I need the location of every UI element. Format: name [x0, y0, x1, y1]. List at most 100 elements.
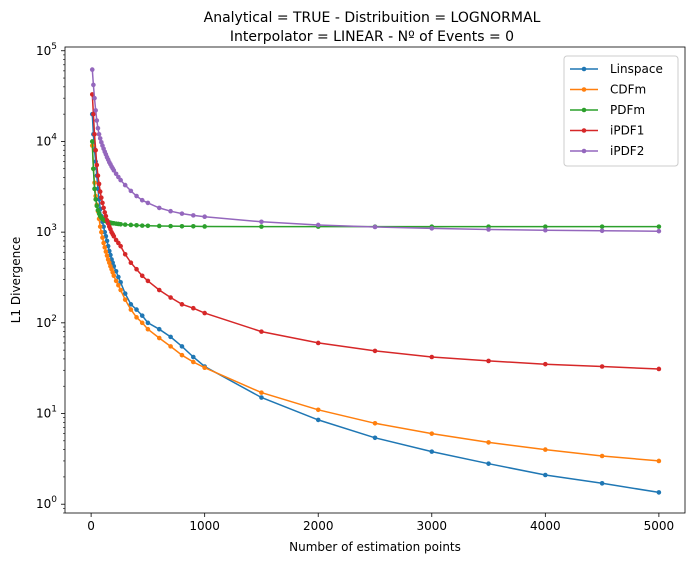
data-point: [89, 139, 95, 144]
series-cdfm: [89, 143, 662, 464]
data-point: [259, 395, 264, 400]
data-point: [656, 228, 662, 234]
y-tick-label: 102: [36, 314, 57, 330]
data-point: [134, 315, 139, 320]
y-tick-label: 104: [36, 132, 57, 148]
chart-title: Analytical = TRUE - Distribuition = LOGN…: [204, 10, 541, 26]
data-point: [95, 173, 101, 178]
data-point: [656, 490, 662, 495]
legend-marker: [581, 107, 587, 113]
legend-label: CDFm: [610, 83, 646, 97]
data-point: [599, 481, 605, 486]
data-point: [656, 224, 662, 229]
data-point: [179, 223, 185, 229]
x-tick-label: 2000: [303, 519, 334, 533]
y-tick-label: 101: [36, 405, 57, 421]
data-point: [91, 82, 96, 88]
data-point: [122, 291, 128, 296]
data-point: [429, 354, 435, 360]
data-point: [97, 189, 103, 194]
data-point: [168, 223, 173, 229]
data-point: [92, 95, 97, 101]
y-tick-label: 100: [36, 495, 57, 511]
data-point: [259, 219, 264, 225]
legend: Linspace CDFm PDFm iPDF1 iPDF2: [563, 55, 679, 167]
x-axis-label: Number of estimation points: [289, 540, 461, 554]
data-point: [113, 278, 119, 284]
x-tick-label: 0: [87, 519, 95, 533]
data-point: [191, 305, 196, 311]
data-point: [118, 287, 123, 293]
data-point: [102, 229, 108, 235]
data-point: [110, 260, 115, 266]
y-tick-label: 105: [36, 42, 57, 58]
ticks-layer: 0 1000 2000 3000 4000 5000 100 101 102 103 104 105: [36, 42, 674, 533]
data-point: [486, 358, 491, 364]
legend-marker: [581, 148, 587, 154]
data-point: [372, 421, 378, 426]
data-point: [113, 171, 119, 177]
data-point: [486, 440, 491, 445]
data-point: [543, 227, 548, 233]
data-point: [100, 235, 105, 240]
legend-label: Linspace: [610, 62, 663, 76]
data-point: [99, 229, 104, 235]
data-point: [128, 302, 134, 307]
data-point: [191, 354, 196, 360]
legend-label: iPDF1: [610, 124, 644, 138]
data-point: [315, 340, 321, 346]
data-point: [168, 334, 173, 340]
data-point: [106, 248, 112, 254]
data-point: [156, 205, 162, 211]
data-point: [103, 249, 109, 254]
data-point: [93, 147, 98, 153]
data-point: [94, 118, 100, 123]
data-point: [99, 195, 104, 200]
data-point: [97, 136, 103, 141]
data-point: [372, 348, 378, 354]
data-point: [259, 224, 264, 229]
x-tick-label: 1000: [189, 519, 220, 533]
data-point: [116, 240, 121, 246]
data-point: [315, 407, 321, 413]
data-point: [156, 335, 162, 341]
data-point: [93, 108, 98, 113]
data-point: [486, 227, 491, 232]
series-pdfm: [89, 139, 662, 229]
data-point: [128, 260, 134, 266]
legend-marker: [581, 66, 587, 72]
data-point: [315, 222, 321, 228]
data-point: [122, 251, 128, 257]
data-point: [372, 435, 378, 441]
legend-marker: [581, 128, 587, 133]
legend-entry-ipdf2: iPDF2: [570, 144, 644, 158]
data-point: [179, 352, 185, 358]
data-point: [118, 243, 123, 249]
data-point: [91, 111, 96, 117]
data-point: [101, 205, 106, 211]
data-point: [145, 200, 151, 206]
data-point: [656, 458, 662, 464]
data-point: [95, 207, 101, 213]
data-point: [656, 366, 662, 372]
data-point: [429, 449, 435, 454]
data-point: [128, 307, 134, 312]
x-tick-label: 5000: [644, 519, 675, 533]
series-linspace: [89, 111, 662, 495]
legend-label: PDFm: [610, 103, 645, 117]
data-point: [139, 313, 145, 318]
data-point: [168, 344, 173, 349]
data-point: [104, 253, 110, 258]
data-point: [543, 472, 548, 478]
data-point: [259, 329, 264, 334]
data-point: [96, 181, 102, 187]
data-point: [486, 461, 491, 466]
legend-box: [563, 55, 679, 167]
y-axis-label: L1 Divergence: [9, 237, 23, 324]
y-tick-label: 103: [36, 223, 57, 239]
data-point: [168, 208, 173, 214]
legend-entry-ipdf1: iPDF1: [570, 124, 644, 138]
data-point: [139, 273, 145, 279]
data-point: [111, 233, 117, 239]
data-point: [429, 226, 435, 231]
